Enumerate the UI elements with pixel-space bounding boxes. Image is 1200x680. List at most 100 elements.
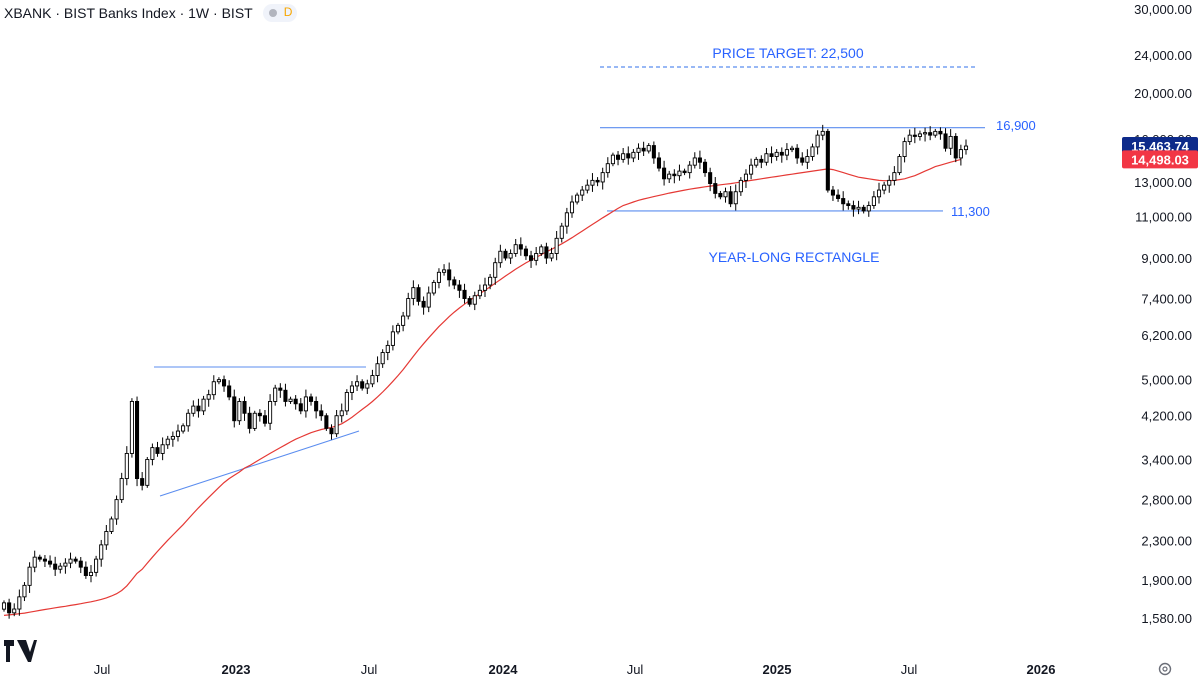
candle-body [380, 352, 385, 365]
candle [257, 409, 262, 422]
candle [631, 149, 636, 163]
candle-body [181, 425, 186, 432]
candle [462, 283, 467, 304]
candle [498, 244, 503, 268]
candle-body [442, 269, 447, 273]
logo-icon [4, 640, 37, 662]
candle-body [923, 132, 928, 135]
candle-body [687, 164, 692, 174]
candle [155, 441, 160, 457]
candle [201, 395, 206, 416]
candle-body [616, 154, 621, 160]
candle-body [22, 584, 27, 598]
candle-body [534, 253, 539, 261]
candle-body [713, 183, 718, 194]
candle [646, 143, 651, 154]
candle-body [600, 172, 605, 183]
candle-body [308, 396, 314, 402]
candle [73, 556, 78, 564]
x-tick-label: Jul [361, 662, 378, 677]
candle-body [477, 289, 482, 297]
candle [569, 195, 575, 218]
candle [242, 396, 247, 421]
candle [324, 413, 329, 431]
candle-body [610, 154, 615, 165]
candle [27, 562, 32, 593]
candle [68, 552, 73, 569]
candle [963, 139, 969, 155]
candle [421, 296, 426, 315]
y-tick-label: 6,200.00 [1141, 328, 1192, 343]
candle [467, 296, 472, 307]
candle [339, 403, 344, 423]
candle-body [866, 205, 871, 212]
candle [150, 443, 155, 466]
candle [820, 124, 825, 141]
candle-body [820, 130, 825, 136]
candle [170, 431, 175, 447]
y-tick-label: 1,580.00 [1141, 611, 1192, 626]
candle-body [672, 173, 677, 177]
candle [488, 274, 493, 290]
candle [677, 164, 682, 181]
candle [452, 276, 457, 290]
candle-body [754, 158, 759, 166]
candle-body [78, 560, 83, 568]
candle [140, 472, 145, 491]
candle [851, 200, 856, 217]
candle [135, 396, 140, 487]
candle-body [948, 135, 953, 149]
candle [810, 143, 815, 161]
chart-title: XBANK · BIST Banks Index · 1W · BIST D [4, 4, 297, 22]
candle-body [360, 381, 365, 389]
candle [227, 380, 232, 401]
candle-body [170, 435, 175, 440]
y-tick-label: 7,400.00 [1141, 292, 1192, 307]
candle [743, 169, 749, 188]
candle-body [140, 478, 145, 486]
candle [836, 189, 841, 202]
market-status-badge[interactable]: D [262, 4, 297, 22]
candle-body [667, 173, 672, 180]
candle [165, 435, 170, 449]
candle-body [298, 403, 303, 412]
candle-body [452, 279, 457, 286]
candle [815, 130, 820, 155]
candle [119, 472, 124, 503]
candle-body [227, 385, 232, 398]
candle-body [349, 385, 354, 393]
candle-body [728, 191, 733, 205]
candle [907, 129, 912, 145]
candle [513, 238, 518, 257]
candle-body [876, 189, 882, 198]
gear-icon[interactable] [1158, 662, 1172, 676]
candle [22, 582, 27, 602]
y-tick-label: 20,000.00 [1134, 86, 1192, 101]
ascending-trendline [159, 430, 360, 497]
candle-body [702, 161, 708, 174]
y-tick-label: 3,400.00 [1141, 452, 1192, 467]
candle [651, 141, 656, 164]
candle-body [825, 130, 830, 191]
candle [667, 170, 672, 183]
candle [713, 177, 718, 199]
candle-body [165, 438, 170, 446]
candle [268, 394, 273, 430]
candle-body [513, 244, 518, 254]
candle [482, 277, 488, 298]
candle [380, 349, 385, 368]
candle-body [963, 145, 969, 151]
x-tick-label: 2026 [1027, 662, 1056, 677]
candle [518, 237, 523, 256]
candle [861, 204, 866, 214]
candle-body [569, 201, 575, 214]
price-target-label: PRICE TARGET: 22,500 [712, 45, 863, 61]
support-label: 11,300 [951, 204, 990, 219]
candle-body [319, 410, 324, 417]
candle [866, 201, 871, 217]
candle-body [7, 602, 12, 614]
candle-body [186, 412, 191, 427]
candle-body [861, 206, 866, 212]
candle [917, 130, 922, 141]
